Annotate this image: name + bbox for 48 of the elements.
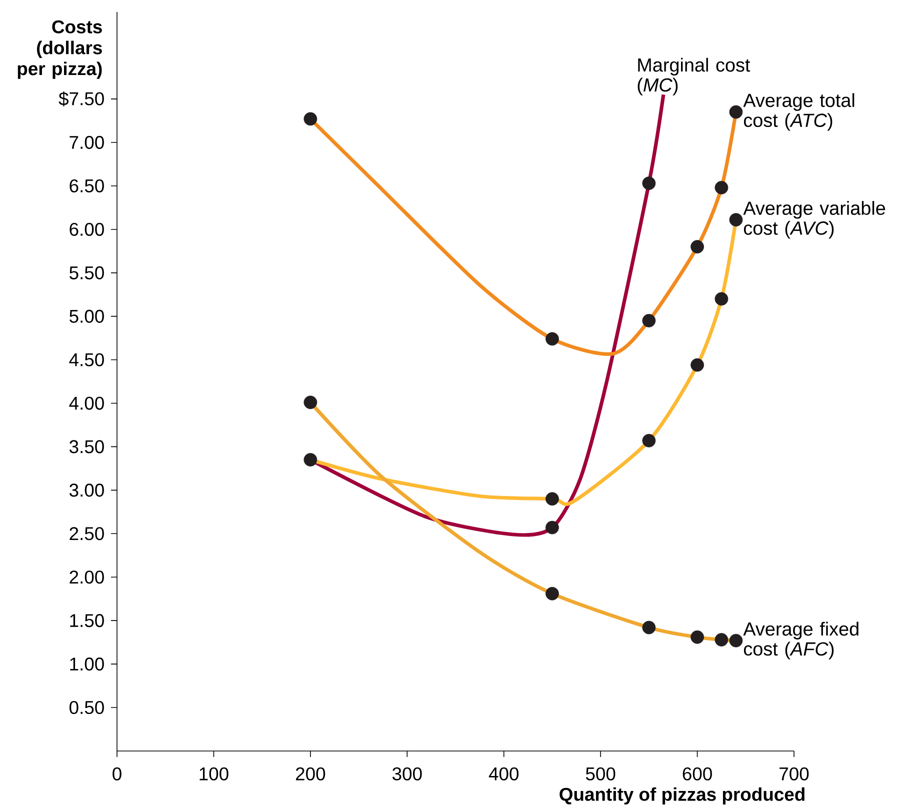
x-tick-label: 300	[392, 767, 422, 780]
point	[690, 358, 704, 372]
point	[304, 396, 318, 410]
y-tick-label: 5.50	[70, 266, 104, 280]
point	[714, 633, 728, 646]
point	[642, 314, 656, 328]
series-label: Average fixed cost (AFC)	[743, 622, 858, 660]
y-tick-label: 3.50	[69, 440, 104, 454]
x-tick-label: 100	[200, 767, 228, 780]
point	[546, 492, 559, 506]
y-axis-title: Costs (dollars per pizza)	[18, 20, 102, 79]
y-tick-label: 3.00	[69, 484, 104, 497]
y-tick-label: $7.50	[58, 91, 104, 106]
y-tick-label: 7.00	[70, 136, 104, 149]
point	[729, 634, 743, 648]
x-tick-label: 0	[112, 767, 122, 780]
y-tick-label: 6.50	[70, 179, 104, 192]
x-tick-label: 400	[488, 767, 519, 780]
y-tick-label: 5.00	[70, 310, 104, 323]
y-tick-label: 2.00	[70, 570, 104, 584]
y-tick-label: 1.50	[70, 614, 104, 628]
point	[642, 176, 656, 190]
point	[729, 213, 743, 226]
point	[546, 586, 559, 600]
point	[304, 453, 318, 466]
point	[690, 630, 704, 644]
y-tick-label: 6.00	[70, 222, 104, 236]
series-label: Average variable cost (AVC)	[743, 201, 886, 239]
point	[546, 332, 559, 346]
y-tick-label: 4.50	[69, 353, 104, 366]
x-tick-label: 200	[296, 767, 326, 780]
y-tick-label: 4.00	[69, 396, 104, 410]
point	[729, 105, 743, 119]
point	[714, 180, 728, 194]
y-tick-label: 0.50	[70, 701, 104, 714]
x-tick-label: 500	[586, 767, 616, 780]
point	[714, 292, 728, 306]
x-axis-title: Quantity of pizzas produced	[560, 787, 804, 805]
point	[690, 240, 704, 254]
y-tick-label: 2.50	[70, 527, 104, 540]
point	[642, 620, 656, 634]
x-tick-label: 700	[780, 767, 809, 780]
y-tick-label: 1.00	[70, 658, 104, 671]
point	[642, 434, 656, 448]
x-tick-label: 600	[682, 767, 712, 780]
point	[304, 112, 318, 126]
series-label: Average total cost (ATC)	[743, 93, 854, 131]
point	[546, 520, 559, 534]
